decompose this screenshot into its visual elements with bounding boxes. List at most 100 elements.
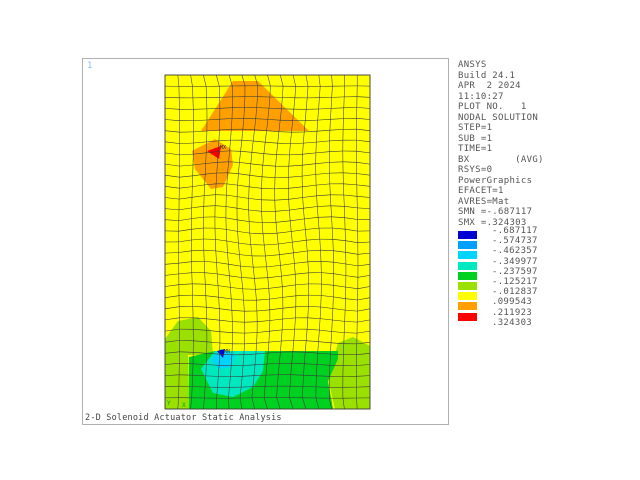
mesh-edge	[266, 266, 269, 278]
mesh-edge	[232, 321, 245, 323]
mesh-edge	[238, 162, 240, 174]
mesh-edge	[330, 194, 332, 206]
mesh-edge	[304, 130, 318, 133]
mesh-edge	[315, 162, 330, 164]
mesh-edge	[356, 184, 371, 187]
mesh-edge	[164, 317, 180, 321]
mesh-edge	[267, 342, 270, 354]
mesh-edge	[332, 239, 334, 251]
mesh-edge	[254, 129, 267, 131]
mesh-edge	[227, 252, 240, 255]
mesh-edge	[249, 186, 262, 189]
mesh-edge	[265, 141, 278, 144]
mesh-edge	[331, 96, 345, 98]
graphics-viewport[interactable]: MX MN Y X 1 2-D Solenoid Actuator Static…	[82, 58, 449, 425]
mesh-edge	[290, 374, 304, 376]
mesh-edge	[303, 141, 317, 144]
mesh-edge	[268, 286, 283, 289]
mesh-edge	[329, 398, 332, 410]
mesh-edge	[331, 331, 345, 333]
mesh-edge	[317, 205, 331, 207]
mesh-edge	[217, 285, 231, 288]
mesh-edge	[316, 364, 330, 366]
mesh-edge	[317, 119, 331, 121]
mesh-edge	[191, 375, 193, 387]
mesh-edge	[290, 132, 292, 144]
mesh-edge	[316, 375, 330, 377]
mesh-edge	[164, 186, 180, 189]
mesh-edge	[280, 263, 295, 266]
mesh-edge	[280, 74, 284, 87]
mesh-edge	[356, 330, 371, 334]
mesh-edge	[308, 306, 321, 308]
mesh-edge	[294, 263, 296, 275]
mesh-edge	[345, 252, 358, 255]
legend-value: -.125217	[492, 276, 538, 287]
mesh-edge	[318, 341, 332, 344]
legend-value: .324303	[492, 317, 533, 328]
mesh-edge	[193, 141, 207, 144]
mesh-edge	[190, 397, 192, 410]
mesh-edge	[242, 118, 245, 130]
info-line: PowerGraphics	[458, 175, 533, 186]
mesh-edge	[228, 150, 230, 162]
mesh-edge	[281, 329, 283, 342]
info-line: TIME=1	[458, 144, 493, 154]
mesh-edge	[356, 375, 371, 377]
mesh-edge	[164, 295, 180, 298]
mesh-edge	[306, 340, 319, 342]
mesh-edge	[304, 218, 306, 230]
mesh-edge	[237, 173, 239, 186]
mesh-edge	[357, 286, 371, 289]
mesh-edge	[250, 152, 253, 164]
mesh-edge	[345, 263, 359, 267]
mesh-edge	[203, 184, 205, 196]
mesh-edge	[316, 353, 318, 365]
mesh-edge	[304, 340, 307, 353]
mesh-edge	[191, 238, 204, 241]
mesh-edge	[216, 74, 220, 87]
mesh-edge	[240, 266, 242, 278]
mesh-edge	[215, 239, 217, 251]
contour-plot[interactable]: MX MN Y X	[83, 59, 450, 426]
info-line: BX (AVG)	[458, 154, 544, 165]
mesh-edge	[179, 197, 193, 200]
mesh-edge	[282, 284, 296, 287]
mesh-edge	[356, 128, 371, 131]
mesh-edge	[251, 140, 254, 153]
mesh-edge	[277, 374, 279, 387]
mesh-edge	[237, 196, 249, 199]
mesh-edge	[290, 218, 305, 222]
info-line: PLOT NO. 1	[458, 102, 527, 112]
mesh-edge	[268, 351, 281, 354]
mesh-edge	[261, 165, 264, 177]
mesh-edge	[178, 294, 193, 296]
mesh-edge	[320, 306, 333, 309]
mesh-edge	[237, 231, 239, 244]
mesh-edge	[215, 239, 227, 242]
mesh-edge	[295, 294, 309, 297]
mesh-edge	[315, 151, 330, 154]
mesh-edge	[178, 229, 192, 232]
mesh-edge	[179, 363, 194, 365]
mesh-edge	[238, 173, 250, 176]
mesh-edge	[289, 220, 292, 232]
mesh-edge	[331, 107, 344, 109]
mesh-edge	[289, 210, 291, 221]
mesh-edge	[281, 340, 294, 342]
mesh-edge	[164, 163, 180, 167]
mesh-edge	[356, 173, 371, 176]
mesh-edge	[206, 353, 220, 355]
mesh-edge	[320, 318, 333, 321]
mesh-edge	[333, 273, 346, 276]
mesh-edge	[315, 185, 317, 196]
legend-swatch	[458, 261, 477, 270]
legend-value: -.574737	[492, 236, 538, 247]
mesh-edge	[329, 139, 343, 142]
mesh-edge	[230, 287, 243, 290]
mesh-edge	[248, 209, 262, 212]
mesh-edge	[203, 397, 205, 410]
mesh-edge	[306, 250, 309, 262]
mesh-edge	[291, 120, 293, 133]
mesh-edge	[192, 363, 207, 365]
